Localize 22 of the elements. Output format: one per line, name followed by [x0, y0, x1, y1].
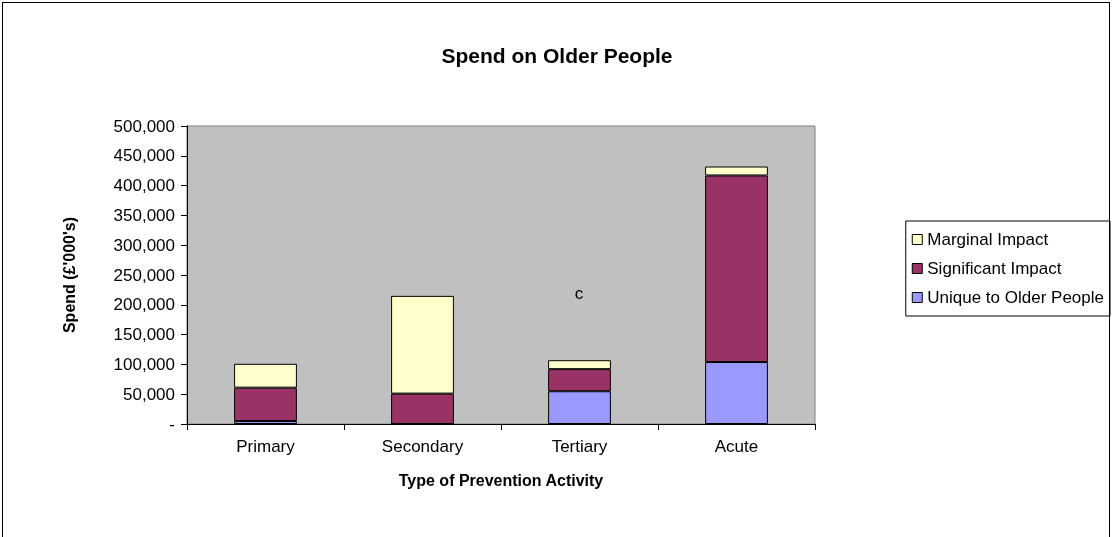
y-tick-label: 450,000 [113, 146, 175, 166]
y-axis-title: Spend (£'000's) [60, 216, 78, 334]
legend-label: Significant Impact [927, 259, 1062, 278]
x-tick-label: Tertiary [551, 437, 608, 456]
y-tick-label: 50,000 [123, 384, 175, 404]
y-tick-label: 250,000 [113, 265, 175, 285]
y-tick-label: 150,000 [113, 325, 175, 345]
y-tick-label: 200,000 [113, 295, 175, 315]
y-tick-label: 100,000 [113, 354, 175, 374]
y-tick-label: 350,000 [113, 205, 175, 225]
x-tick-label: Primary [236, 437, 296, 456]
x-tick-label: Secondary [381, 437, 464, 456]
y-tick-label: 400,000 [113, 176, 175, 196]
x-axis-title: Type of Prevention Activity [398, 471, 604, 489]
chart-title: Spend on Older People [441, 44, 673, 67]
legend-label: Marginal Impact [927, 230, 1049, 249]
y-tick-label: - [169, 414, 175, 434]
x-tick-label: Acute [714, 437, 759, 456]
y-tick-label: 500,000 [113, 116, 175, 136]
y-tick-label: 300,000 [113, 235, 175, 255]
legend-label: Unique to Older People [927, 288, 1105, 307]
annotation: c [574, 283, 584, 303]
